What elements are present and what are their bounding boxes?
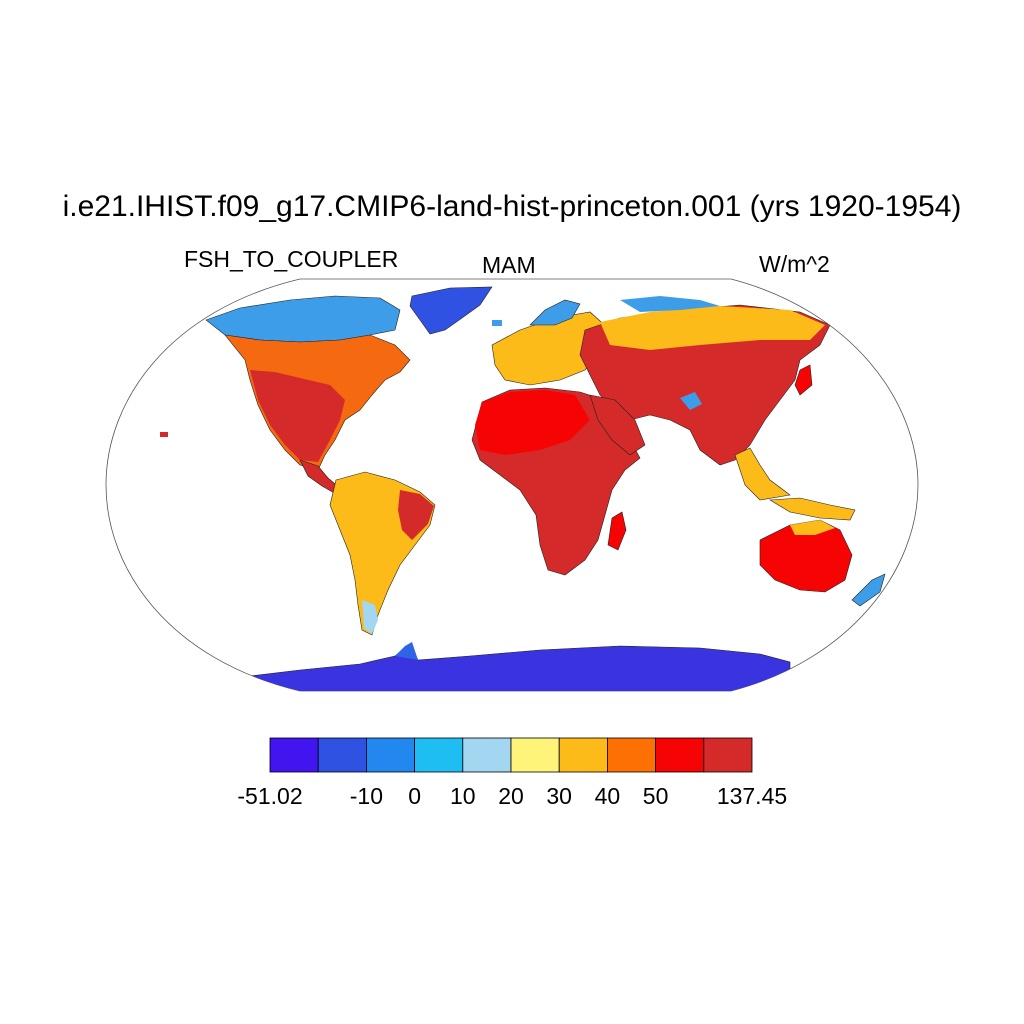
colorbar-box [269, 737, 319, 773]
south-america-tip [362, 600, 378, 634]
madagascar [607, 511, 627, 551]
arctic-coast [620, 296, 720, 312]
siberia [600, 306, 825, 350]
plot-title: i.e21.IHIST.f09_g17.CMIP6-land-hist-prin… [62, 190, 962, 223]
colorbar-box [462, 737, 512, 773]
colorbar-box [655, 737, 705, 773]
season-label: MAM [482, 252, 536, 278]
colorbar-label: -51.02 [237, 783, 302, 809]
north-america-south [250, 370, 345, 462]
colorbar-label: 0 [408, 783, 421, 809]
colorbar-box [607, 737, 657, 773]
colorbar-box [317, 737, 367, 773]
variable-label: FSH_TO_COUPLER [184, 246, 399, 272]
units-label: W/m^2 [759, 251, 830, 277]
colorbar-box [510, 737, 560, 773]
colorbar-label: 40 [595, 783, 621, 809]
southeast-asia [734, 447, 791, 501]
colorbar-label: 50 [643, 783, 669, 809]
japan [794, 364, 813, 396]
iceland [492, 320, 502, 326]
colorbar-box [365, 737, 415, 773]
middle-east [589, 394, 646, 456]
new-zealand [851, 573, 886, 607]
colorbar-box [703, 737, 753, 773]
greenland [409, 286, 493, 335]
south-america-east [398, 490, 434, 540]
australia-north [790, 520, 835, 535]
antarctica-peninsula [395, 642, 418, 660]
colorbar-box [558, 737, 608, 773]
tibet [680, 392, 702, 410]
scandinavia [529, 299, 581, 326]
colorbar-label: 10 [450, 783, 476, 809]
colorbar-label: 30 [546, 783, 572, 809]
africa-north [475, 390, 590, 455]
colorbar-label: 20 [498, 783, 524, 809]
colorbar-label: -10 [350, 783, 383, 809]
hawaii [160, 432, 168, 437]
indonesia [769, 497, 856, 521]
colorbar-label: 137.45 [717, 783, 787, 809]
colorbar-box [414, 737, 464, 773]
